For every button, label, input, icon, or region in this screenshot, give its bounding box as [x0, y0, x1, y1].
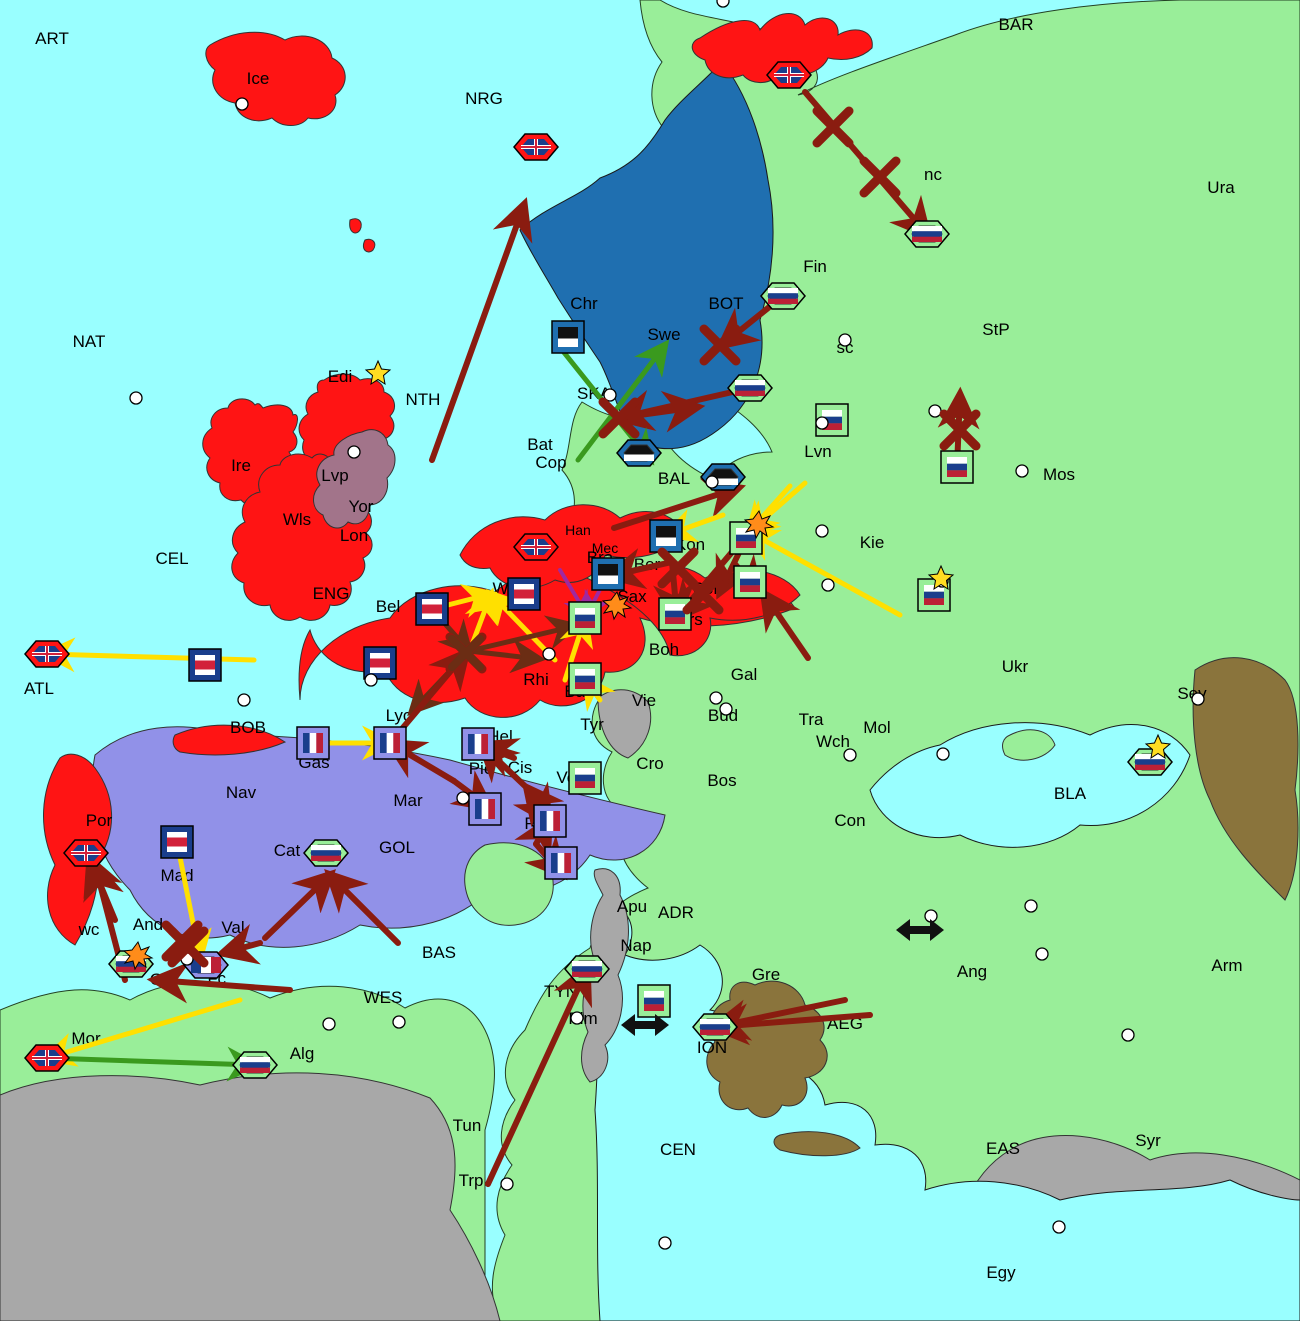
svg-text:Ang: Ang	[957, 962, 987, 981]
svg-text:Bel: Bel	[376, 597, 401, 616]
svg-text:Ura: Ura	[1207, 178, 1235, 197]
svg-text:nc: nc	[924, 165, 942, 184]
svg-text:Val: Val	[221, 918, 244, 937]
svg-text:Mol: Mol	[863, 718, 890, 737]
svg-text:Arm: Arm	[1211, 956, 1242, 975]
svg-text:Alg: Alg	[290, 1044, 315, 1063]
svg-text:Rhi: Rhi	[523, 670, 549, 689]
svg-text:Nap: Nap	[620, 936, 651, 955]
svg-text:Lvn: Lvn	[804, 442, 831, 461]
svg-text:Edi: Edi	[328, 367, 353, 386]
svg-text:Lon: Lon	[340, 526, 368, 545]
svg-text:BAS: BAS	[422, 943, 456, 962]
svg-text:Mos: Mos	[1043, 465, 1075, 484]
svg-text:EAS: EAS	[986, 1139, 1020, 1158]
svg-text:Cro: Cro	[636, 754, 663, 773]
svg-text:Con: Con	[834, 811, 865, 830]
svg-text:Vie: Vie	[632, 691, 656, 710]
svg-text:CEL: CEL	[155, 549, 188, 568]
svg-text:Wch: Wch	[816, 732, 850, 751]
svg-text:Swe: Swe	[647, 325, 680, 344]
svg-text:Apu: Apu	[617, 897, 647, 916]
svg-text:Mad: Mad	[160, 866, 193, 885]
svg-text:Tyr: Tyr	[580, 715, 604, 734]
svg-text:Ire: Ire	[231, 456, 251, 475]
svg-text:CEN: CEN	[660, 1140, 696, 1159]
svg-text:Ice: Ice	[247, 69, 270, 88]
svg-text:BAL: BAL	[658, 469, 690, 488]
svg-text:wc: wc	[78, 920, 100, 939]
svg-text:Yor: Yor	[349, 497, 374, 516]
svg-text:Ukr: Ukr	[1002, 657, 1029, 676]
svg-text:NAT: NAT	[73, 332, 106, 351]
svg-text:WES: WES	[364, 988, 403, 1007]
svg-text:Fin: Fin	[803, 257, 827, 276]
svg-text:Lvp: Lvp	[321, 466, 348, 485]
svg-text:Cop: Cop	[535, 453, 566, 472]
svg-text:Gal: Gal	[731, 665, 757, 684]
svg-text:ADR: ADR	[658, 903, 694, 922]
svg-text:NTH: NTH	[406, 390, 441, 409]
svg-text:Egy: Egy	[986, 1263, 1016, 1282]
svg-text:Kie: Kie	[860, 533, 885, 552]
svg-text:Por: Por	[86, 811, 113, 830]
svg-text:Mar: Mar	[393, 791, 423, 810]
svg-text:Syr: Syr	[1135, 1131, 1161, 1150]
svg-text:Cat: Cat	[274, 841, 301, 860]
svg-text:ION: ION	[697, 1038, 727, 1057]
svg-text:Gre: Gre	[752, 965, 780, 984]
svg-text:Pie: Pie	[469, 759, 494, 778]
svg-text:Han: Han	[565, 522, 591, 538]
svg-text:BOB: BOB	[230, 718, 266, 737]
svg-text:NRG: NRG	[465, 89, 503, 108]
svg-text:Bat: Bat	[527, 435, 553, 454]
svg-text:ATL: ATL	[24, 679, 54, 698]
svg-text:Trp: Trp	[459, 1171, 484, 1190]
svg-text:And: And	[133, 915, 163, 934]
svg-text:ENG: ENG	[313, 584, 350, 603]
svg-text:Bos: Bos	[707, 771, 736, 790]
svg-text:BLA: BLA	[1054, 784, 1087, 803]
svg-text:GOL: GOL	[379, 838, 415, 857]
svg-text:ART: ART	[35, 29, 69, 48]
svg-text:BOT: BOT	[709, 294, 744, 313]
svg-text:Nav: Nav	[226, 783, 257, 802]
svg-text:Chr: Chr	[570, 294, 598, 313]
svg-text:Wls: Wls	[283, 510, 311, 529]
svg-text:Mec: Mec	[592, 540, 618, 556]
svg-text:Boh: Boh	[649, 640, 679, 659]
svg-text:StP: StP	[982, 320, 1009, 339]
svg-text:Tun: Tun	[453, 1116, 482, 1135]
svg-text:Tra: Tra	[799, 710, 824, 729]
svg-text:BAR: BAR	[999, 15, 1034, 34]
